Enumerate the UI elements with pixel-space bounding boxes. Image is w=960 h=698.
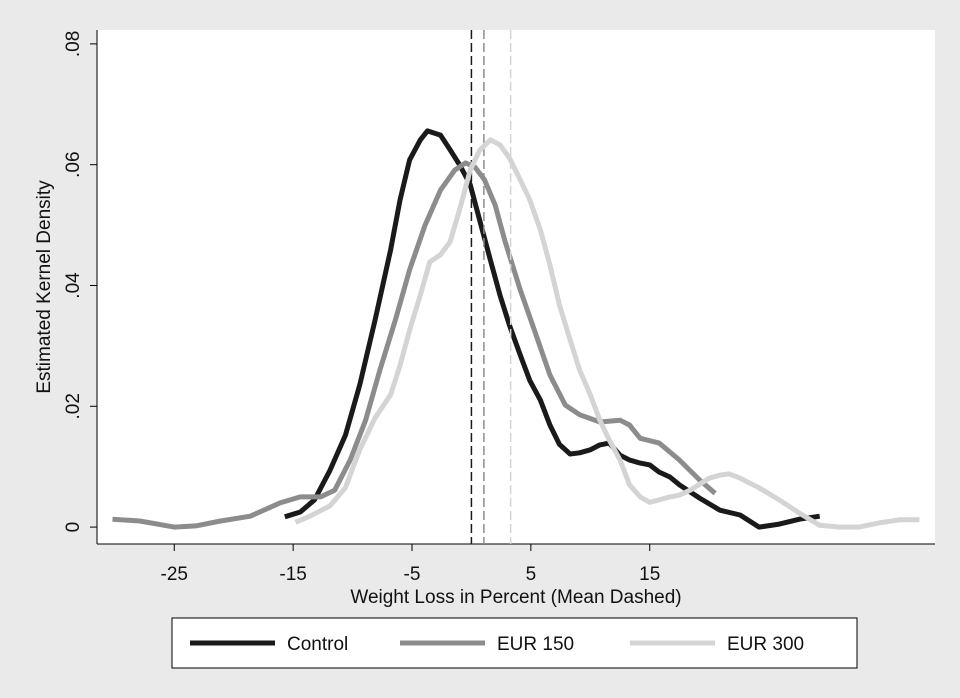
legend-label: EUR 300 — [727, 634, 804, 655]
y-tick-label: 0 — [63, 522, 84, 533]
y-tick-label: .04 — [63, 272, 84, 299]
density-line — [112, 160, 717, 530]
legend-label: Control — [287, 634, 348, 655]
legend — [171, 617, 858, 669]
density-line — [284, 128, 821, 530]
plot-area — [97, 30, 935, 544]
x-tick-label: 5 — [526, 564, 537, 585]
density-line — [294, 137, 920, 530]
x-axis-title: Weight Loss in Percent (Mean Dashed) — [350, 587, 681, 608]
y-tick-label: .08 — [63, 31, 84, 57]
x-tick-label: -15 — [279, 564, 306, 585]
x-tick-label: -25 — [161, 564, 188, 585]
y-tick-label: .06 — [63, 151, 84, 177]
y-tick-label: .02 — [63, 393, 84, 419]
x-tick-label: -5 — [404, 564, 421, 585]
y-axis-title: Estimated Kernel Density — [34, 180, 55, 394]
x-tick-label: 15 — [639, 564, 660, 585]
legend-label: EUR 150 — [497, 634, 574, 655]
